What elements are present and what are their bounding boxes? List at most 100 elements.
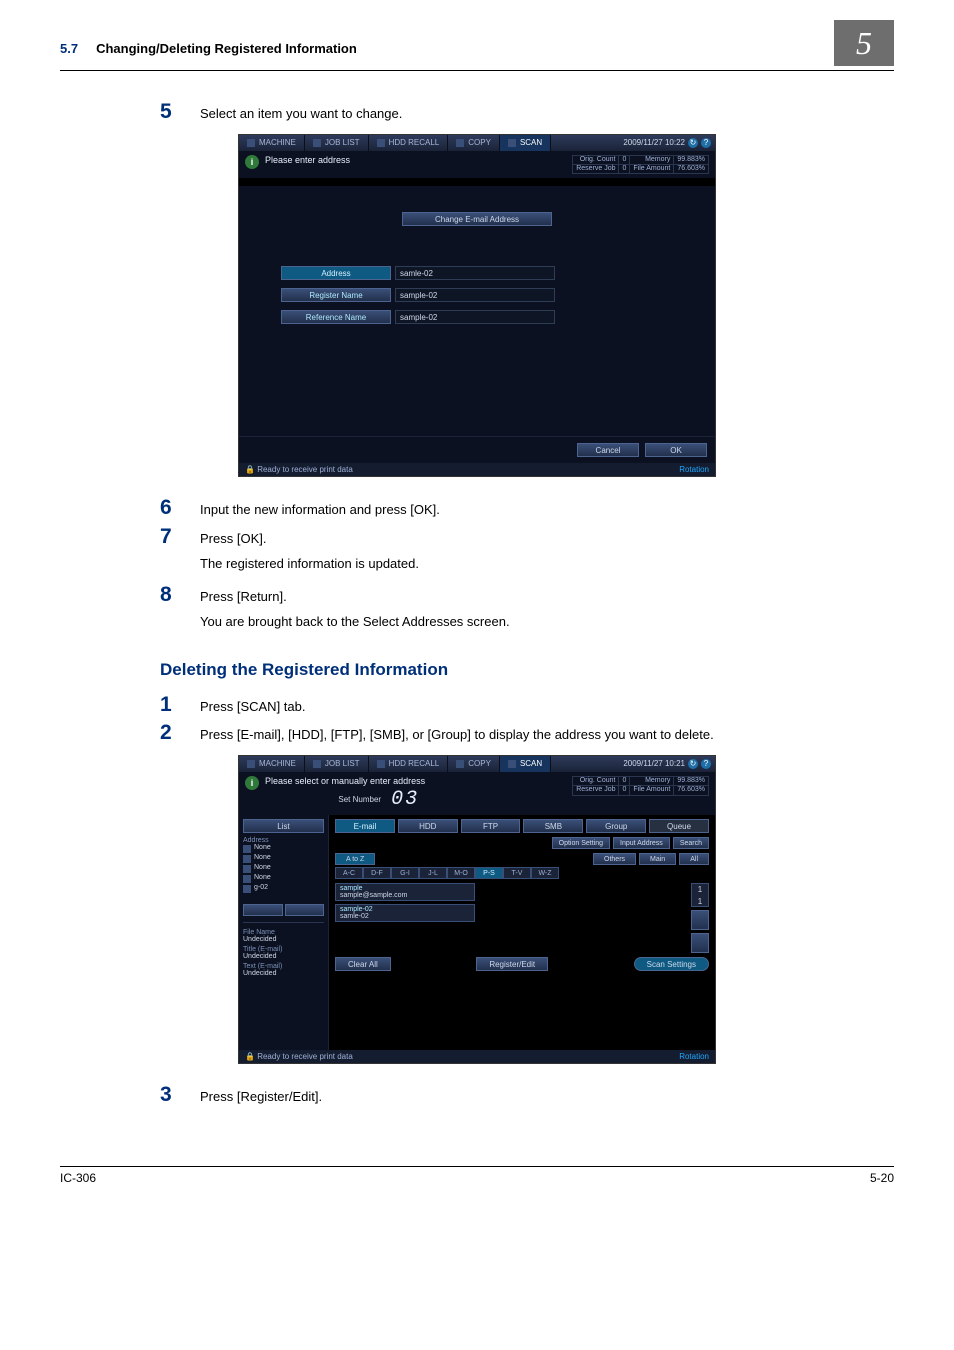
alpha-wz[interactable]: W-Z <box>531 867 559 879</box>
page-indicator: 11 <box>691 883 709 907</box>
tab-label: HDD RECALL <box>389 759 440 768</box>
address-result[interactable]: sample-02 samle-02 <box>335 904 685 922</box>
change-email-button[interactable]: Change E-mail Address <box>402 212 552 226</box>
section-number: 5.7 <box>60 41 78 56</box>
tab-copy[interactable]: COPY <box>448 135 500 151</box>
step-8: 8 Press [Return]. <box>160 584 894 607</box>
category-hdd[interactable]: HDD <box>398 819 458 833</box>
step-number: 7 <box>160 526 178 547</box>
filter-all[interactable]: All <box>679 853 709 865</box>
list-button[interactable]: List <box>243 819 324 833</box>
step-text: Press [Register/Edit]. <box>200 1084 322 1107</box>
tab-label: SCAN <box>520 138 542 147</box>
step-number: 6 <box>160 497 178 518</box>
set-number-label: Set Number <box>338 795 381 804</box>
status-meter: Orig. Count0Memory99.883% Reserve Job0Fi… <box>572 155 709 175</box>
tab-label: SCAN <box>520 759 542 768</box>
tab-joblist[interactable]: JOB LIST <box>305 756 369 772</box>
scroll-up-button[interactable] <box>691 910 709 930</box>
register-edit-button[interactable]: Register/Edit <box>476 957 548 971</box>
list-icon <box>313 760 321 768</box>
scan-settings-button[interactable]: Scan Settings <box>634 957 709 971</box>
reference-name-input[interactable]: sample-02 <box>395 310 555 324</box>
machine-icon <box>247 139 255 147</box>
register-name-button[interactable]: Register Name <box>281 288 391 302</box>
dest-icon <box>243 885 251 893</box>
title-label: Title (E-mail) <box>243 946 324 953</box>
category-group[interactable]: Group <box>586 819 646 833</box>
sidebar-item-label: g-02 <box>254 884 268 891</box>
help-icon[interactable]: ? <box>701 759 711 769</box>
ok-button[interactable]: OK <box>645 443 707 457</box>
cancel-button[interactable]: Cancel <box>577 443 639 457</box>
step-text: Press [OK]. <box>200 526 266 549</box>
alpha-jl[interactable]: J-L <box>419 867 447 879</box>
scan-icon <box>508 139 516 147</box>
category-ftp[interactable]: FTP <box>461 819 521 833</box>
list-icon <box>313 139 321 147</box>
clear-all-button[interactable]: Clear All <box>335 957 391 971</box>
chapter-badge: 5 <box>834 20 894 66</box>
filter-atoz[interactable]: A to Z <box>335 853 375 865</box>
tab-hddrecall[interactable]: HDD RECALL <box>369 135 449 151</box>
alpha-ps[interactable]: P-S <box>475 867 503 879</box>
tab-label: JOB LIST <box>325 759 360 768</box>
address-result[interactable]: sample sample@sample.com <box>335 883 685 901</box>
category-queue[interactable]: Queue <box>649 819 709 833</box>
address-button[interactable]: Address <box>281 266 391 280</box>
timestamp: 2009/11/27 10:21 ↻ ? <box>619 756 715 772</box>
footer-model: IC-306 <box>60 1171 96 1185</box>
step-5: 5 Select an item you want to change. <box>160 101 894 124</box>
tab-scan[interactable]: SCAN <box>500 756 551 772</box>
sidebar-scroll[interactable] <box>243 904 324 916</box>
screenshot-change-address: MACHINE JOB LIST HDD RECALL COPY SCAN 20… <box>238 134 716 478</box>
file-name-label: File Name <box>243 929 324 936</box>
machine-icon <box>247 760 255 768</box>
alpha-tv[interactable]: T-V <box>503 867 531 879</box>
input-address-button[interactable]: Input Address <box>613 837 670 849</box>
section-title: Changing/Deleting Registered Information <box>96 41 357 56</box>
form-row-register-name: Register Name sample-02 <box>281 288 697 302</box>
tab-joblist[interactable]: JOB LIST <box>305 135 369 151</box>
result-name: sample <box>340 885 470 892</box>
reference-name-button[interactable]: Reference Name <box>281 310 391 324</box>
file-name-value: Undecided <box>243 936 324 943</box>
sidebar-item-label: None <box>254 874 271 881</box>
tab-copy[interactable]: COPY <box>448 756 500 772</box>
info-message: Please enter address <box>265 155 350 165</box>
search-button[interactable]: Search <box>673 837 709 849</box>
step-number: 3 <box>160 1084 178 1105</box>
step-text: Press [E-mail], [HDD], [FTP], [SMB], or … <box>200 722 714 745</box>
refresh-icon[interactable]: ↻ <box>688 759 698 769</box>
tab-machine[interactable]: MACHINE <box>239 135 305 151</box>
screenshot-select-address: MACHINE JOB LIST HDD RECALL COPY SCAN 20… <box>238 755 716 1064</box>
register-name-input[interactable]: sample-02 <box>395 288 555 302</box>
tab-label: HDD RECALL <box>389 138 440 147</box>
option-setting-button[interactable]: Option Setting <box>552 837 610 849</box>
info-icon: i <box>245 155 259 169</box>
refresh-icon[interactable]: ↻ <box>688 138 698 148</box>
sidebar-item: g-02 <box>243 884 324 894</box>
result-addr: sample@sample.com <box>340 892 470 899</box>
form-row-reference-name: Reference Name sample-02 <box>281 310 697 324</box>
alpha-ac[interactable]: A-C <box>335 867 363 879</box>
down-arrow-icon[interactable] <box>285 904 325 916</box>
category-email[interactable]: E-mail <box>335 819 395 833</box>
help-icon[interactable]: ? <box>701 138 711 148</box>
tab-scan[interactable]: SCAN <box>500 135 551 151</box>
filter-others[interactable]: Others <box>593 853 636 865</box>
category-smb[interactable]: SMB <box>523 819 583 833</box>
alpha-mo[interactable]: M-O <box>447 867 475 879</box>
set-number-value: 03 <box>391 788 419 811</box>
main-panel: E-mail HDD FTP SMB Group Queue Option Se… <box>329 815 715 1050</box>
address-input[interactable]: samle-02 <box>395 266 555 280</box>
alpha-gi[interactable]: G-I <box>391 867 419 879</box>
tab-machine[interactable]: MACHINE <box>239 756 305 772</box>
step-number: 2 <box>160 722 178 743</box>
timestamp-text: 2009/11/27 10:22 <box>623 138 685 147</box>
up-arrow-icon[interactable] <box>243 904 283 916</box>
scroll-down-button[interactable] <box>691 933 709 953</box>
tab-hddrecall[interactable]: HDD RECALL <box>369 756 449 772</box>
filter-main[interactable]: Main <box>639 853 676 865</box>
alpha-df[interactable]: D-F <box>363 867 391 879</box>
